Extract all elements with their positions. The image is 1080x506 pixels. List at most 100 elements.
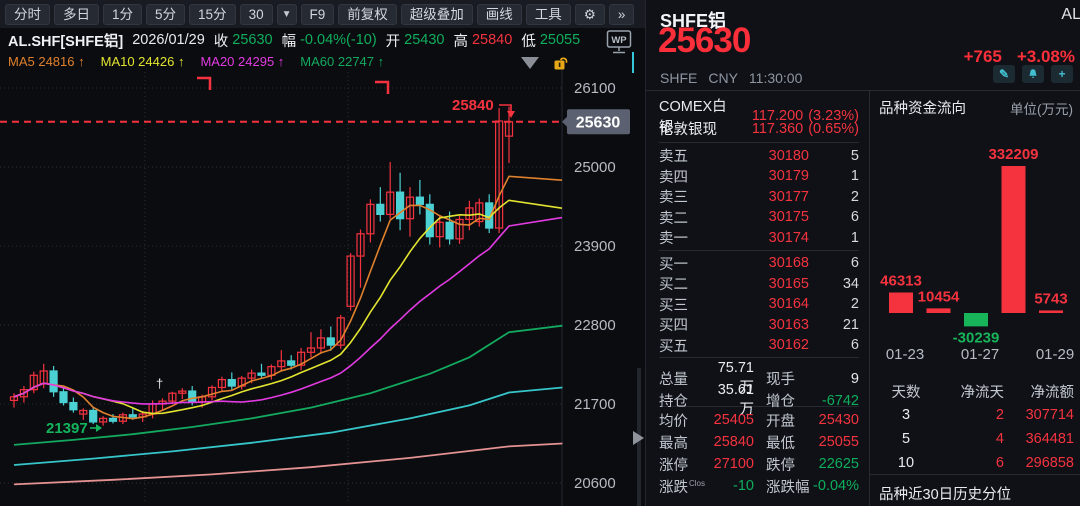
ask-row[interactable]: 卖二 30175 6: [659, 207, 859, 228]
stat-label: 持仓: [659, 394, 688, 410]
ask-label: 卖五: [659, 149, 688, 165]
stat-value: 25840: [713, 434, 754, 450]
wp-floating-widget-icon[interactable]: WP: [606, 29, 633, 56]
candle-body: [386, 191, 395, 216]
low-annotation: 21397: [46, 420, 88, 437]
candle-body: [297, 351, 306, 366]
ask-row[interactable]: 卖五 30180 5: [659, 145, 859, 166]
candle-body: [435, 221, 444, 238]
timeframe-dropdown-icon[interactable]: ▼: [276, 3, 297, 25]
toolbar-button-timeframe-30min[interactable]: 30: [239, 3, 273, 25]
bid-qty: 21: [842, 316, 859, 333]
stat-label: 现手: [766, 372, 795, 388]
alert-bell-icon[interactable]: [1022, 65, 1044, 83]
net-flow-amount-cell: 296858: [1025, 455, 1074, 471]
svg-text:WP: WP: [611, 35, 627, 46]
net-flow-table-header: 天数 净流天 净流额: [878, 379, 1075, 403]
reference-quote-row[interactable]: 伦敦银现 117.360 (0.65%): [659, 118, 859, 141]
bid-price: 30162: [768, 337, 809, 353]
field-label: 高: [453, 33, 468, 50]
ref-pct: (0.65%): [808, 120, 859, 137]
toolbar-button-timeframe-1min[interactable]: 1分: [103, 3, 143, 25]
bid-label: 买三: [659, 297, 688, 314]
ohlc-fields: 收 25630 幅 -0.04%(-10) 开 25430 高 25840 低 25055: [214, 30, 580, 51]
order-book-panel: COMEX白银 117.200 (3.23%) 伦敦银现 117.360 (0.65%) 卖…: [646, 91, 869, 506]
ask-qty: 1: [850, 229, 859, 246]
bid-row[interactable]: 买一 30168 6: [659, 253, 859, 274]
ohlc-field: 高 25840: [453, 30, 512, 51]
ma-value-ma10: MA10 24426 ↑: [100, 53, 185, 69]
stat-value: 25055: [818, 434, 859, 450]
bid-row[interactable]: 买四 30163 21: [659, 314, 859, 335]
event-cross-mark: †: [156, 376, 163, 391]
bid-qty: 2: [850, 296, 859, 312]
ma-value-ma5: MA5 24816 ↑: [8, 53, 85, 69]
expand-panel-arrow-icon[interactable]: [633, 431, 644, 445]
ask-row[interactable]: 卖四 30179 1: [659, 166, 859, 187]
candle-body: [396, 191, 405, 220]
high-annotation: 25840: [452, 97, 494, 114]
toolbar-button-draw-line[interactable]: 画线: [476, 3, 522, 25]
candle-body: [287, 360, 296, 366]
toolbar-button-timeframe-5min[interactable]: 5分: [146, 3, 186, 25]
candlestick-chart[interactable]: 26100 25000 23900 22800 21700 20600 25630 25840…: [0, 70, 645, 506]
ohlc-field: 低 25055: [521, 30, 580, 51]
flow-bar: [889, 292, 913, 313]
flow-bar-value: 332209: [988, 146, 1038, 163]
toolbar-button-timeframe-15min[interactable]: 15分: [189, 3, 236, 25]
high-annotation-arrowhead: [507, 111, 515, 118]
toolbar-button-tools[interactable]: 工具: [525, 3, 571, 25]
candle-body: [366, 203, 375, 235]
candle-body: [346, 255, 355, 307]
toolbar-button-timeframe-intraday[interactable]: 分时: [5, 3, 50, 25]
bid-row[interactable]: 买五 30162 6: [659, 335, 859, 356]
bid-row[interactable]: 买二 30165 34: [659, 273, 859, 294]
panel-scroll-indicator: [632, 52, 634, 73]
field-value: 25430: [404, 32, 445, 48]
stat-label: 增仓: [766, 394, 795, 410]
days-cell: 10: [897, 455, 915, 471]
divider: [659, 249, 859, 251]
toolbar-button-timeframe-multi-day[interactable]: 多日: [54, 3, 99, 25]
ma-line-ma5: [13, 175, 563, 420]
field-value: 25840: [471, 32, 513, 48]
toolbar-button-super-overlay[interactable]: 超级叠加: [400, 3, 473, 25]
stat-value: 25430: [818, 412, 859, 428]
unlock-icon[interactable]: [551, 54, 568, 71]
f9-button[interactable]: F9: [300, 3, 335, 25]
stat-value: 22625: [818, 456, 859, 472]
bid-row[interactable]: 买三 30164 2: [659, 294, 859, 315]
edit-pencil-icon[interactable]: ✎: [993, 65, 1015, 83]
y-axis-label: 25000: [574, 159, 616, 176]
stats-row: 最高 25840 最低 25055: [659, 431, 859, 453]
ask-row[interactable]: 卖三 30177 2: [659, 186, 859, 207]
divider: [659, 406, 859, 407]
stats-row: 涨停 27100 跌停 22625: [659, 453, 859, 475]
flow-bar: [1001, 166, 1026, 313]
ask-qty: 5: [850, 147, 859, 164]
candle-body: [376, 203, 385, 216]
reference-quote-row[interactable]: COMEX白银 117.200 (3.23%): [659, 95, 859, 136]
bid-qty: 6: [850, 337, 859, 353]
stat-label: 开盘: [766, 413, 795, 430]
more-chevron-icon[interactable]: »: [608, 3, 635, 25]
settings-gear-icon[interactable]: ⚙: [574, 3, 605, 25]
collapse-triangle-icon[interactable]: [521, 56, 539, 69]
capital-flow-header: 品种资金流向 单位(万元): [879, 97, 1073, 118]
candle-body: [257, 372, 266, 376]
quote-info-bar: AL.SHF[SHFE铝] 2026/01/29 收 25630 幅 -0.04%(-…: [0, 28, 645, 52]
stat-label: 跌停: [766, 457, 795, 474]
field-label: 收: [213, 33, 229, 50]
quote-panel: SHFE铝 AL 25630 +765 +3.08% SHFE CNY 11:3…: [645, 0, 1080, 506]
ask-label: 卖二: [659, 210, 688, 227]
ask-row[interactable]: 卖一 30174 1: [659, 227, 859, 248]
stat-value: -10: [733, 478, 754, 494]
toolbar-button-forward-adjusted[interactable]: 前复权: [338, 3, 397, 25]
add-watchlist-plus-icon[interactable]: +: [1051, 65, 1073, 83]
flow-bar-value: -30239: [953, 329, 1000, 346]
candle-body: [188, 390, 197, 403]
candle-body: [9, 396, 19, 402]
ma-line-ma60: [13, 324, 563, 446]
stat-label: 涨跌幅: [766, 479, 810, 496]
net-flow-table-row: 5 4 364481: [878, 427, 1074, 451]
